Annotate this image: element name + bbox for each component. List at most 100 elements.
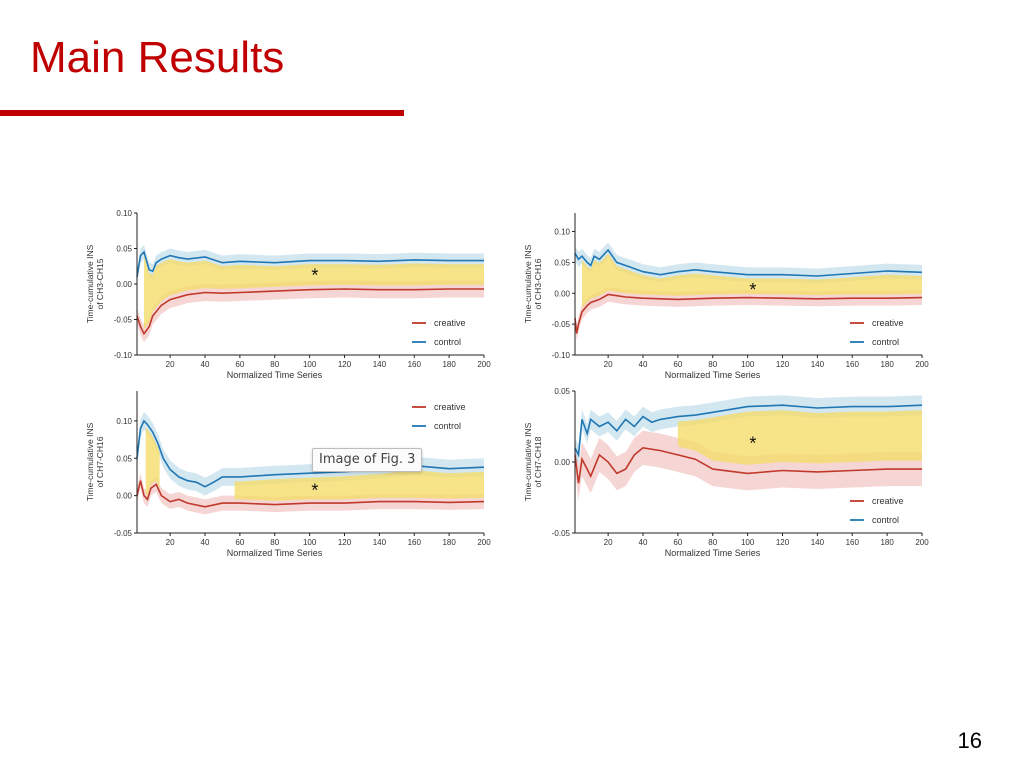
significance-region xyxy=(234,470,484,501)
y-axis-label: Time-cumulative INSof CH3-CH16 xyxy=(523,244,543,323)
y-tick-label: 0.10 xyxy=(116,417,132,426)
y-axis-label: Time-cumulative INSof CH7-CH16 xyxy=(85,422,105,501)
x-tick-label: 160 xyxy=(846,538,860,547)
x-tick-label: 40 xyxy=(201,360,210,369)
x-tick-label: 140 xyxy=(373,360,387,369)
x-tick-label: 100 xyxy=(303,538,317,547)
x-tick-label: 80 xyxy=(708,360,717,369)
y-tick-label: 0.10 xyxy=(116,209,132,218)
y-axis-label-line: Time-cumulative INS xyxy=(523,244,533,323)
x-tick-label: 60 xyxy=(673,360,682,369)
figure-3: 0.10 0.05 0.00 -0.05 -0.10 20 40 60 80 100 120 140 1… xyxy=(74,205,940,575)
series-line-control xyxy=(574,404,923,458)
x-tick-label: 180 xyxy=(442,538,456,547)
legend-label-control: control xyxy=(872,337,899,347)
legend-label-creative: creative xyxy=(872,496,904,506)
confidence-band-creative xyxy=(575,430,922,501)
y-axis-label-line: of CH3-CH16 xyxy=(533,258,543,309)
significance-star: * xyxy=(749,434,756,454)
x-tick-label: 100 xyxy=(741,538,755,547)
legend-label-creative: creative xyxy=(872,318,904,328)
page-number: 16 xyxy=(957,728,982,753)
x-tick-label: 140 xyxy=(373,538,387,547)
y-tick-label: -0.10 xyxy=(552,351,571,360)
y-tick-label: 0.00 xyxy=(116,492,132,501)
early-significance-region xyxy=(145,427,160,496)
x-tick-label: 60 xyxy=(235,538,244,547)
y-tick-label: 0.00 xyxy=(554,458,570,467)
x-axis-label: Normalized Time Series xyxy=(665,548,761,558)
y-tick-label: -0.10 xyxy=(114,351,133,360)
x-tick-label: 80 xyxy=(270,538,279,547)
y-axis-label-line: Time-cumulative INS xyxy=(85,422,95,501)
x-tick-label: 60 xyxy=(673,538,682,547)
x-tick-label: 180 xyxy=(880,538,894,547)
y-axis-label-line: Time-cumulative INS xyxy=(85,244,95,323)
x-tick-label: 80 xyxy=(708,538,717,547)
x-tick-label: 120 xyxy=(776,360,790,369)
significance-region xyxy=(143,255,485,330)
significance-region xyxy=(677,410,922,465)
x-tick-label: 200 xyxy=(915,360,929,369)
y-axis-label: Time-cumulative INSof CH3-CH15 xyxy=(85,244,105,323)
x-tick-label: 100 xyxy=(741,360,755,369)
significance-star: * xyxy=(311,480,318,500)
x-tick-label: 40 xyxy=(201,538,210,547)
x-tick-label: 80 xyxy=(270,360,279,369)
image-tooltip: Image of Fig. 3 xyxy=(312,448,423,472)
x-tick-label: 200 xyxy=(477,538,491,547)
series-line-control xyxy=(136,250,484,278)
y-axis-label-line: of CH3-CH15 xyxy=(95,258,105,309)
x-tick-label: 160 xyxy=(408,538,422,547)
y-tick-label: 0.10 xyxy=(554,228,570,237)
y-axis-label: Time-cumulative INSof CH7-CH18 xyxy=(523,422,543,501)
x-tick-label: 180 xyxy=(880,360,894,369)
x-axis-label: Normalized Time Series xyxy=(665,370,761,380)
legend-label-control: control xyxy=(872,515,899,525)
y-tick-label: -0.05 xyxy=(114,316,133,325)
confidence-band-creative xyxy=(137,280,484,343)
x-tick-label: 100 xyxy=(303,360,317,369)
x-tick-label: 180 xyxy=(442,360,456,369)
legend-label-control: control xyxy=(434,421,461,431)
x-tick-label: 140 xyxy=(811,360,825,369)
y-tick-label: 0.05 xyxy=(116,454,132,463)
confidence-band-creative xyxy=(137,473,484,515)
x-tick-label: 40 xyxy=(639,360,648,369)
x-tick-label: 120 xyxy=(776,538,790,547)
y-tick-label: -0.05 xyxy=(114,529,133,538)
significance-star: * xyxy=(311,265,318,285)
x-tick-label: 20 xyxy=(604,360,613,369)
y-tick-label: 0.00 xyxy=(116,280,132,289)
y-tick-label: -0.05 xyxy=(552,529,571,538)
x-tick-label: 200 xyxy=(915,538,929,547)
chart-panel-3: 0.10 0.05 0.00 -0.05 20 40 60 80 100 120 140 160 180… xyxy=(85,391,491,558)
legend-label-creative: creative xyxy=(434,402,466,412)
x-tick-label: 120 xyxy=(338,538,352,547)
confidence-band-creative xyxy=(575,287,922,341)
series-line-control xyxy=(574,248,923,277)
y-axis-label-line: of CH7-CH18 xyxy=(533,436,543,487)
y-tick-label: -0.05 xyxy=(552,320,571,329)
title-underline xyxy=(0,110,404,116)
significance-region xyxy=(581,253,922,309)
legend-label-creative: creative xyxy=(434,318,466,328)
y-tick-label: 0.05 xyxy=(116,245,132,254)
chart-panel-2: 0.10 0.05 0.00 -0.05 -0.10 20 40 60 80 100 120 140 1… xyxy=(523,213,929,380)
chart-panel-1: 0.10 0.05 0.00 -0.05 -0.10 20 40 60 80 100 120 140 1… xyxy=(85,209,491,380)
series-line-creative xyxy=(136,480,485,508)
series-line-creative xyxy=(574,446,922,484)
x-tick-label: 120 xyxy=(338,360,352,369)
x-tick-label: 60 xyxy=(235,360,244,369)
figure-svg: 0.10 0.05 0.00 -0.05 -0.10 20 40 60 80 100 120 140 1… xyxy=(85,209,929,558)
x-tick-label: 40 xyxy=(639,538,648,547)
slide-title: Main Results xyxy=(30,33,285,82)
x-axis-label: Normalized Time Series xyxy=(227,370,323,380)
x-tick-label: 20 xyxy=(166,538,175,547)
confidence-band-control xyxy=(575,242,922,284)
y-axis-label-line: of CH7-CH16 xyxy=(95,436,105,487)
x-tick-label: 20 xyxy=(166,360,175,369)
x-tick-label: 160 xyxy=(408,360,422,369)
y-axis-label-line: Time-cumulative INS xyxy=(523,422,533,501)
chart-panel-4: 0.05 0.00 -0.05 20 40 60 80 100 120 140 160 180 200 N… xyxy=(523,387,929,558)
